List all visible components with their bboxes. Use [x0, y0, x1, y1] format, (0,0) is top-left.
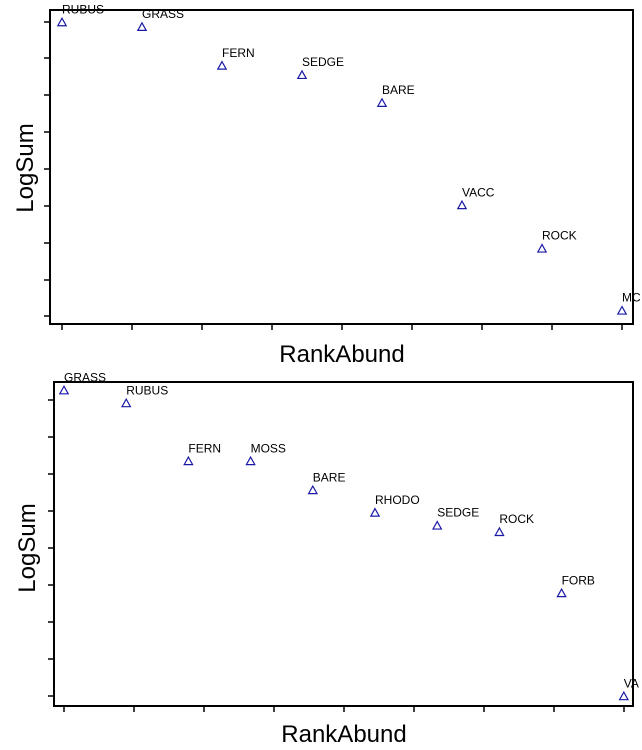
- y-axis-label-2: LogSum: [14, 503, 41, 592]
- data-point-grass: [136, 21, 148, 32]
- y-ticks-2: [48, 399, 54, 697]
- point-label-bare: BARE: [313, 470, 346, 484]
- x-ticks-2: [63, 706, 625, 712]
- data-point-rubus: [56, 16, 68, 27]
- plot-frame-2: [53, 381, 634, 707]
- data-point-vacc: [456, 199, 468, 210]
- point-label-va: VA: [624, 676, 639, 690]
- data-points-2: GRASS RUBUS FERN MOSS BARE RHODO SEDGE ROCK FORB…: [58, 370, 639, 701]
- point-label-rock: ROCK: [542, 229, 577, 243]
- point-label-sedge: SEDGE: [437, 506, 479, 520]
- data-point-rhodo: [369, 507, 381, 517]
- point-label-rubus: RUBUS: [126, 383, 168, 397]
- point-label-vacc: VACC: [462, 185, 495, 199]
- point-label-grass: GRASS: [142, 7, 184, 21]
- x-axis-label-2: RankAbund: [281, 721, 406, 748]
- data-points-1: RUBUS GRASS FERN SEDGE BARE VACC ROCK MC: [56, 2, 641, 315]
- point-label-moss: MOSS: [251, 441, 286, 455]
- data-point-rock: [536, 243, 548, 253]
- point-label-fern: FERN: [222, 46, 255, 60]
- point-label-forb: FORB: [562, 573, 595, 587]
- data-point-forb: [556, 587, 567, 598]
- data-point-va: [618, 690, 630, 701]
- chart-1: RUBUS GRASS FERN SEDGE BARE VACC ROCK MC RankAb…: [12, 2, 641, 368]
- point-label-rubus: RUBUS: [62, 2, 104, 16]
- data-point-fern: [183, 455, 194, 466]
- data-point-grass: [58, 385, 70, 395]
- chart-2: GRASS RUBUS FERN MOSS BARE RHODO SEDGE ROCK FORB…: [14, 370, 639, 748]
- data-point-mc: [616, 305, 628, 315]
- data-point-bare: [307, 484, 319, 495]
- x-ticks-1: [61, 324, 623, 330]
- point-label-fern: FERN: [188, 441, 221, 455]
- x-axis-label-1: RankAbund: [279, 341, 404, 368]
- data-point-rock: [494, 526, 505, 537]
- data-point-moss: [245, 455, 256, 466]
- point-label-mc: MC: [622, 291, 641, 305]
- point-label-sedge: SEDGE: [302, 55, 344, 69]
- y-axis-label-1: LogSum: [12, 123, 39, 212]
- y-ticks-1: [44, 21, 50, 317]
- data-point-rubus: [120, 397, 132, 408]
- data-point-sedge: [431, 520, 443, 530]
- point-label-grass: GRASS: [64, 370, 106, 384]
- data-point-sedge: [296, 69, 308, 80]
- data-point-bare: [376, 97, 388, 107]
- point-label-rhodo: RHODO: [375, 493, 420, 507]
- point-label-bare: BARE: [382, 83, 415, 97]
- data-point-fern: [216, 60, 228, 70]
- point-label-rock: ROCK: [499, 512, 534, 526]
